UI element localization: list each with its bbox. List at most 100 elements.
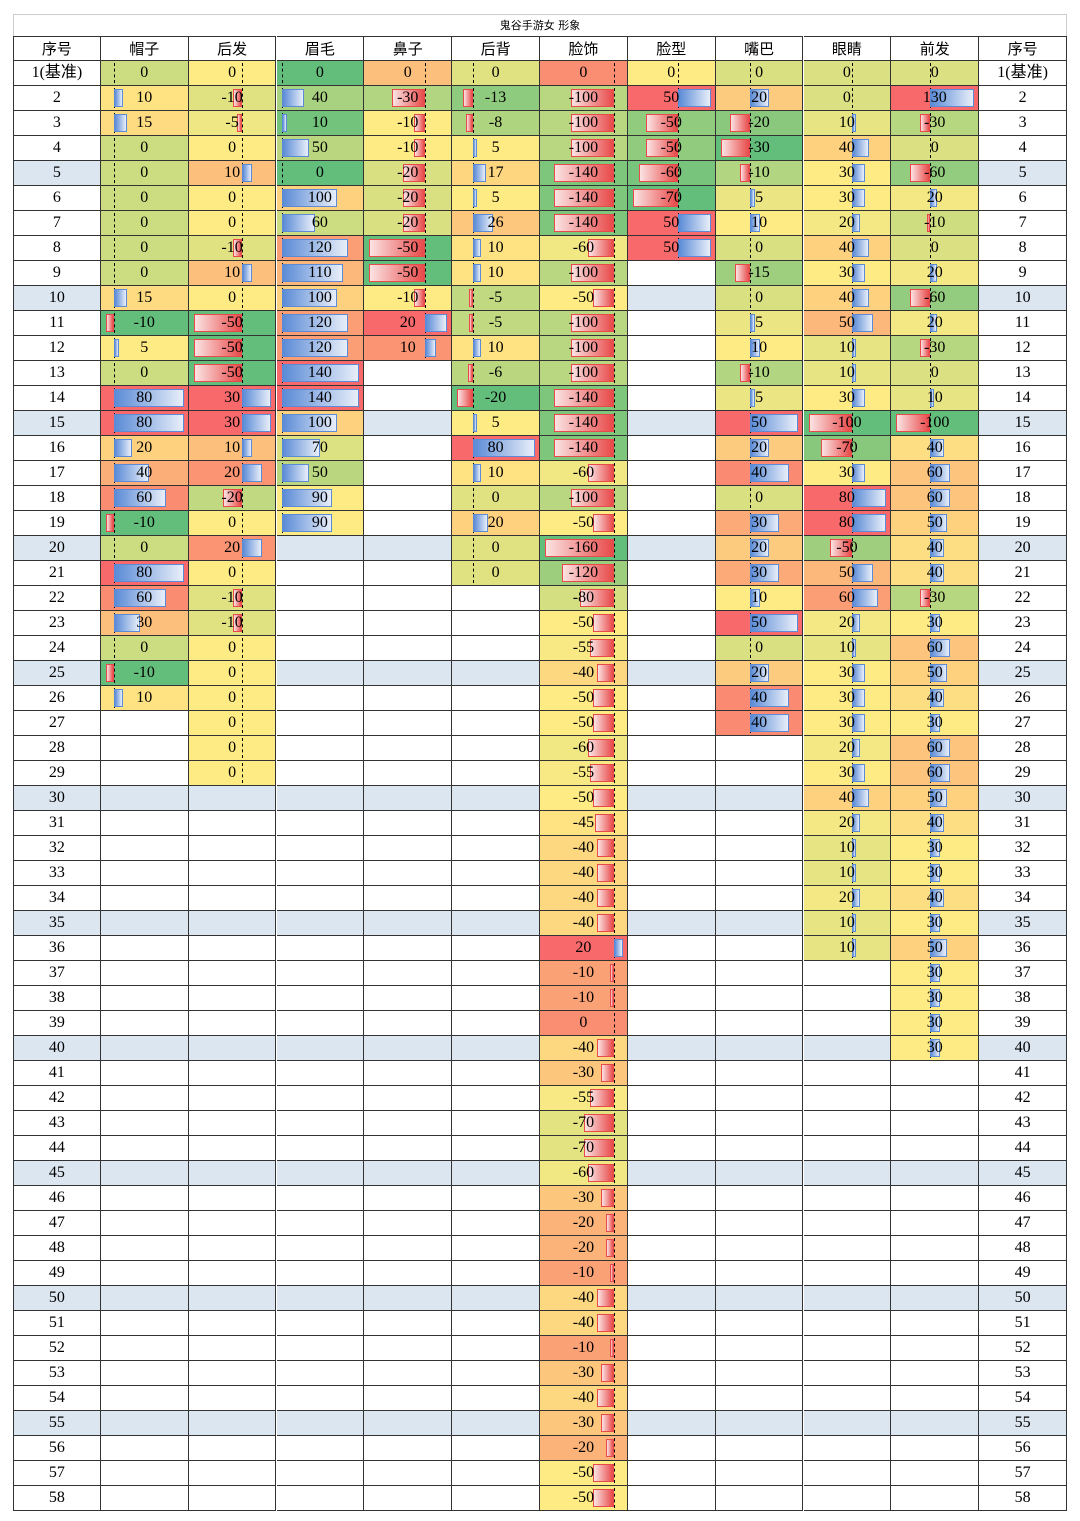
data-bar xyxy=(193,364,243,382)
row-number: 36 xyxy=(1014,939,1031,956)
row-number: 53 xyxy=(1014,1364,1031,1381)
value-cell: -50 xyxy=(364,236,453,261)
row-label: 22 xyxy=(13,586,101,611)
data-bar xyxy=(583,1139,615,1157)
value-cell xyxy=(452,1011,540,1036)
value-cell: -10 xyxy=(540,961,628,986)
value-cell: 30 xyxy=(891,911,980,936)
bar-axis xyxy=(930,363,932,383)
bar-axis xyxy=(614,138,616,158)
row-label: 5 xyxy=(13,161,101,186)
value-cell xyxy=(627,686,716,711)
header-cell: 后背 xyxy=(452,36,540,61)
header-text: 眼睛 xyxy=(831,40,862,58)
header-cell: 帽子 xyxy=(100,36,189,61)
cell-value: 10 xyxy=(224,439,241,456)
cell-value: -40 xyxy=(572,1289,595,1306)
data-bar xyxy=(472,414,477,432)
value-cell xyxy=(452,786,540,811)
row-label: 11 xyxy=(979,311,1067,336)
value-cell: -60 xyxy=(540,236,628,261)
bar-axis xyxy=(851,88,853,108)
value-cell: -20 xyxy=(188,486,277,511)
bar-axis xyxy=(930,588,932,608)
bar-axis xyxy=(424,188,426,208)
value-cell: -20 xyxy=(364,211,453,236)
cell-value: 40 xyxy=(311,89,328,106)
value-cell xyxy=(364,961,453,986)
value-cell xyxy=(364,1111,453,1136)
row-number: 46 xyxy=(1014,1189,1031,1206)
cell-value: 0 xyxy=(930,364,939,381)
value-cell: 0 xyxy=(188,661,277,686)
row-number: 2 xyxy=(1018,89,1027,106)
data-bar xyxy=(590,639,615,657)
row-label: 2 xyxy=(979,86,1067,111)
value-cell xyxy=(364,786,453,811)
row-number: 56 xyxy=(48,1439,65,1456)
bar-axis xyxy=(472,313,474,333)
header-cell: 鼻子 xyxy=(364,36,453,61)
cell-value: -10 xyxy=(221,614,243,631)
data-bar xyxy=(930,664,948,682)
data-bar xyxy=(281,289,338,307)
value-cell: 80 xyxy=(100,561,189,586)
data-bar xyxy=(472,164,486,182)
cell-value: 10 xyxy=(487,239,504,256)
value-cell xyxy=(276,836,365,861)
data-bar xyxy=(570,364,615,382)
value-cell: 10 xyxy=(803,911,892,936)
data-bar xyxy=(930,314,937,332)
bar-axis xyxy=(614,1138,616,1158)
cell-value: 140 xyxy=(307,389,332,406)
row-label: 51 xyxy=(979,1311,1067,1336)
row-label: 52 xyxy=(13,1336,101,1361)
cell-value: 90 xyxy=(311,489,328,506)
header-text: 脸饰 xyxy=(568,40,599,58)
row-label: 45 xyxy=(13,1161,101,1186)
bar-axis xyxy=(614,1313,616,1333)
value-cell: 40 xyxy=(891,886,980,911)
value-cell: 50 xyxy=(715,411,804,436)
cell-value: -100 xyxy=(568,114,599,131)
data-bar xyxy=(413,289,425,307)
value-cell: 20 xyxy=(803,611,892,636)
data-bar xyxy=(369,264,425,282)
bar-axis xyxy=(424,163,426,183)
value-cell xyxy=(715,986,804,1011)
row-label: 20 xyxy=(979,536,1067,561)
value-cell xyxy=(188,1186,277,1211)
value-cell xyxy=(891,1411,980,1436)
cell-value: 10 xyxy=(838,864,855,881)
row-number: 11 xyxy=(1014,314,1031,331)
row-label: 16 xyxy=(13,436,101,461)
value-cell: 0 xyxy=(276,161,365,186)
row-number: 7 xyxy=(1018,214,1027,231)
value-cell xyxy=(715,1336,804,1361)
bar-axis xyxy=(851,538,853,558)
value-cell xyxy=(276,1336,365,1361)
row-label: 35 xyxy=(13,911,101,936)
row-number: 13 xyxy=(48,364,65,381)
cell-value: -20 xyxy=(572,1214,595,1231)
row-number: 32 xyxy=(1014,839,1031,856)
value-cell xyxy=(715,886,804,911)
value-cell: -30 xyxy=(891,586,980,611)
value-cell: 0 xyxy=(891,136,980,161)
bar-axis xyxy=(242,213,244,233)
bar-axis xyxy=(749,138,751,158)
value-cell xyxy=(452,1236,540,1261)
data-bar xyxy=(592,689,615,707)
row-number: 43 xyxy=(48,1114,65,1131)
cell-value: 5 xyxy=(491,139,500,156)
bar-axis xyxy=(678,63,680,83)
value-cell: -10 xyxy=(100,661,189,686)
row-label: 3 xyxy=(979,111,1067,136)
value-cell xyxy=(452,1311,540,1336)
value-cell xyxy=(188,1336,277,1361)
bar-axis xyxy=(614,988,616,1008)
bar-axis xyxy=(614,263,616,283)
data-bar xyxy=(749,539,770,557)
value-cell: 30 xyxy=(803,686,892,711)
bar-axis xyxy=(749,488,751,508)
